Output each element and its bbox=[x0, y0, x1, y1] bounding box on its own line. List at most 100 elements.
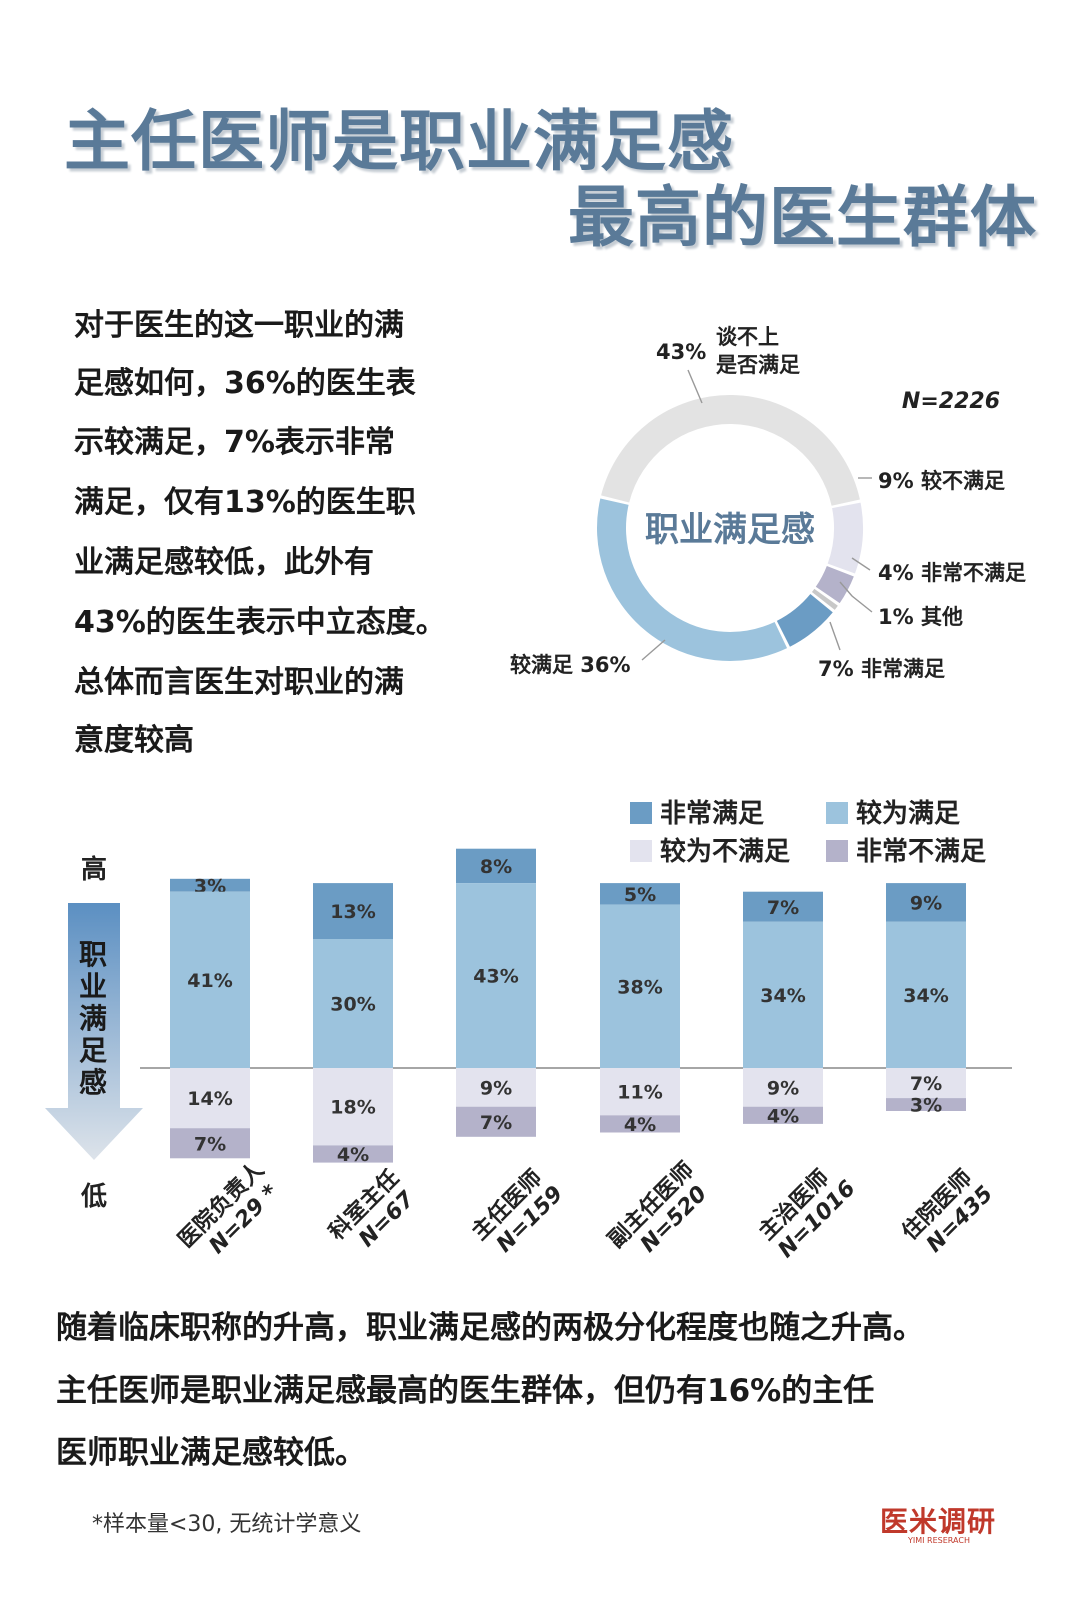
category-label: 主任医师N=159 bbox=[467, 1162, 568, 1263]
donut-slice bbox=[815, 565, 854, 604]
summary-line: 主任医师是职业满足感最高的医生群体，但仍有16%的主任 bbox=[56, 1373, 875, 1409]
bar-data-label: 4% bbox=[337, 1144, 369, 1166]
category-label: 科室主任N=67 bbox=[324, 1165, 423, 1264]
legend-label: 非常满足 bbox=[660, 799, 764, 829]
bar-segment bbox=[886, 921, 966, 1068]
bar-segment bbox=[170, 1128, 250, 1159]
intro-line: 满足，仅有13%的医生职 bbox=[74, 485, 416, 520]
bar-segment bbox=[456, 883, 536, 1068]
bar-data-label: 41% bbox=[187, 970, 232, 992]
sample-size: N=2226 bbox=[902, 389, 1000, 414]
legend-swatch bbox=[826, 802, 848, 824]
bar-segment bbox=[743, 1106, 823, 1124]
bar-segment bbox=[743, 1068, 823, 1107]
leader-line bbox=[851, 557, 871, 571]
bar-segment bbox=[313, 1068, 393, 1146]
bar-segment bbox=[170, 1068, 250, 1129]
bar-data-label: 7% bbox=[767, 897, 799, 919]
donut-slice bbox=[601, 395, 860, 506]
bar-segment bbox=[456, 1106, 536, 1137]
summary-line: 医师职业满足感较低。 bbox=[56, 1435, 366, 1471]
axis-title-char: 足 bbox=[79, 1034, 107, 1067]
intro-line: 对于医生的这一职业的满 bbox=[74, 308, 404, 343]
legend-label: 较为不满足 bbox=[660, 836, 790, 867]
slice-label: 7% 非常满足 bbox=[818, 657, 945, 681]
intro-line: 总体而言医生对职业的满 bbox=[74, 665, 404, 700]
bar-data-label: 9% bbox=[910, 892, 942, 914]
bar-data-label: 9% bbox=[767, 1077, 799, 1099]
axis-title-char: 满 bbox=[79, 1002, 107, 1035]
bar-data-label: 43% bbox=[473, 966, 518, 988]
legend-swatch bbox=[826, 840, 848, 862]
donut-slice bbox=[597, 498, 788, 661]
bar-segment bbox=[886, 883, 966, 922]
axis-low-label: 低 bbox=[80, 1182, 107, 1212]
slice-label: 较满足 36% bbox=[510, 653, 631, 677]
logo-text: 医米调研 bbox=[880, 1505, 997, 1538]
bar-segment bbox=[600, 904, 680, 1068]
slice-label: 9% 较不满足 bbox=[878, 469, 1005, 493]
legend-label: 非常不满足 bbox=[856, 837, 986, 867]
page-title-line-2: 最高的医生群体 bbox=[568, 179, 1037, 256]
axis-title-char: 职 bbox=[79, 938, 107, 971]
category-label: 副主任医师N=520 bbox=[603, 1157, 718, 1272]
slice-name-label: 是否满足 bbox=[716, 353, 800, 377]
bar-data-label: 34% bbox=[903, 985, 948, 1007]
bar-data-label: 14% bbox=[187, 1088, 232, 1110]
bar-segment bbox=[170, 878, 250, 892]
bar-data-label: 7% bbox=[480, 1112, 512, 1134]
category-label: 医院负责人N=29 * bbox=[173, 1157, 288, 1272]
bar-segment bbox=[600, 1115, 680, 1133]
footnote: *样本量<30, 无统计学意义 bbox=[92, 1512, 362, 1537]
leader-line bbox=[641, 639, 666, 661]
brand-logo: 医米调研 YIMI RESERACH bbox=[880, 1500, 1010, 1550]
bar-segment bbox=[456, 848, 536, 884]
bar-data-label: 4% bbox=[767, 1105, 799, 1127]
bar-data-label: 9% bbox=[480, 1077, 512, 1099]
axis-high-label: 高 bbox=[81, 854, 107, 885]
intro-line: 意度较高 bbox=[74, 723, 194, 758]
bar-data-label: 30% bbox=[330, 994, 375, 1016]
bar-segment bbox=[743, 921, 823, 1068]
donut-slice bbox=[827, 502, 863, 574]
axis-title-char: 业 bbox=[79, 970, 107, 1003]
leader-line bbox=[829, 621, 841, 651]
axis-title-char: 感 bbox=[79, 1066, 107, 1099]
bar-data-label: 18% bbox=[330, 1097, 375, 1119]
bar-segment bbox=[886, 1068, 966, 1099]
donut-slice bbox=[811, 588, 838, 610]
stacked-bar-chart: 3%41%14%7%医院负责人N=29 *13%30%18%4%科室主任N=67… bbox=[45, 798, 1012, 1272]
bar-data-label: 8% bbox=[480, 856, 512, 878]
page-title-line-1: 主任医师是职业满足感 bbox=[64, 103, 734, 180]
intro-line: 足感如何，36%的医生表 bbox=[74, 366, 416, 401]
donut-slice bbox=[776, 594, 833, 647]
bar-segment bbox=[313, 1145, 393, 1163]
legend-swatch bbox=[630, 802, 652, 824]
slice-value-label: 43% bbox=[656, 340, 706, 364]
intro-line: 43%的医生表示中立态度。 bbox=[74, 605, 446, 640]
bar-segment bbox=[600, 1068, 680, 1116]
bar-segment bbox=[600, 883, 680, 905]
legend-label: 较为满足 bbox=[856, 798, 960, 829]
intro-line: 业满足感较低，此外有 bbox=[74, 545, 374, 580]
bar-data-label: 38% bbox=[617, 976, 662, 998]
leader-line bbox=[687, 369, 703, 404]
donut-center-title: 职业满足感 bbox=[645, 510, 815, 550]
bar-data-label: 7% bbox=[910, 1073, 942, 1095]
bar-segment bbox=[456, 1068, 536, 1107]
intro-line: 示较满足，7%表示非常 bbox=[74, 425, 395, 460]
bar-segment bbox=[313, 939, 393, 1068]
logo-subtext: YIMI RESERACH bbox=[908, 1536, 970, 1545]
bar-data-label: 5% bbox=[624, 884, 656, 906]
slice-name-label: 谈不上 bbox=[716, 325, 779, 349]
category-label: 住院医师N=435 bbox=[897, 1162, 998, 1263]
slice-label: 4% 非常不满足 bbox=[878, 561, 1026, 585]
leader-line bbox=[839, 581, 873, 613]
category-label: 主治医师N=1016 bbox=[754, 1157, 861, 1264]
bar-data-label: 13% bbox=[330, 901, 375, 923]
legend-swatch bbox=[630, 840, 652, 862]
bar-segment bbox=[886, 1098, 966, 1111]
bar-data-label: 4% bbox=[624, 1114, 656, 1136]
